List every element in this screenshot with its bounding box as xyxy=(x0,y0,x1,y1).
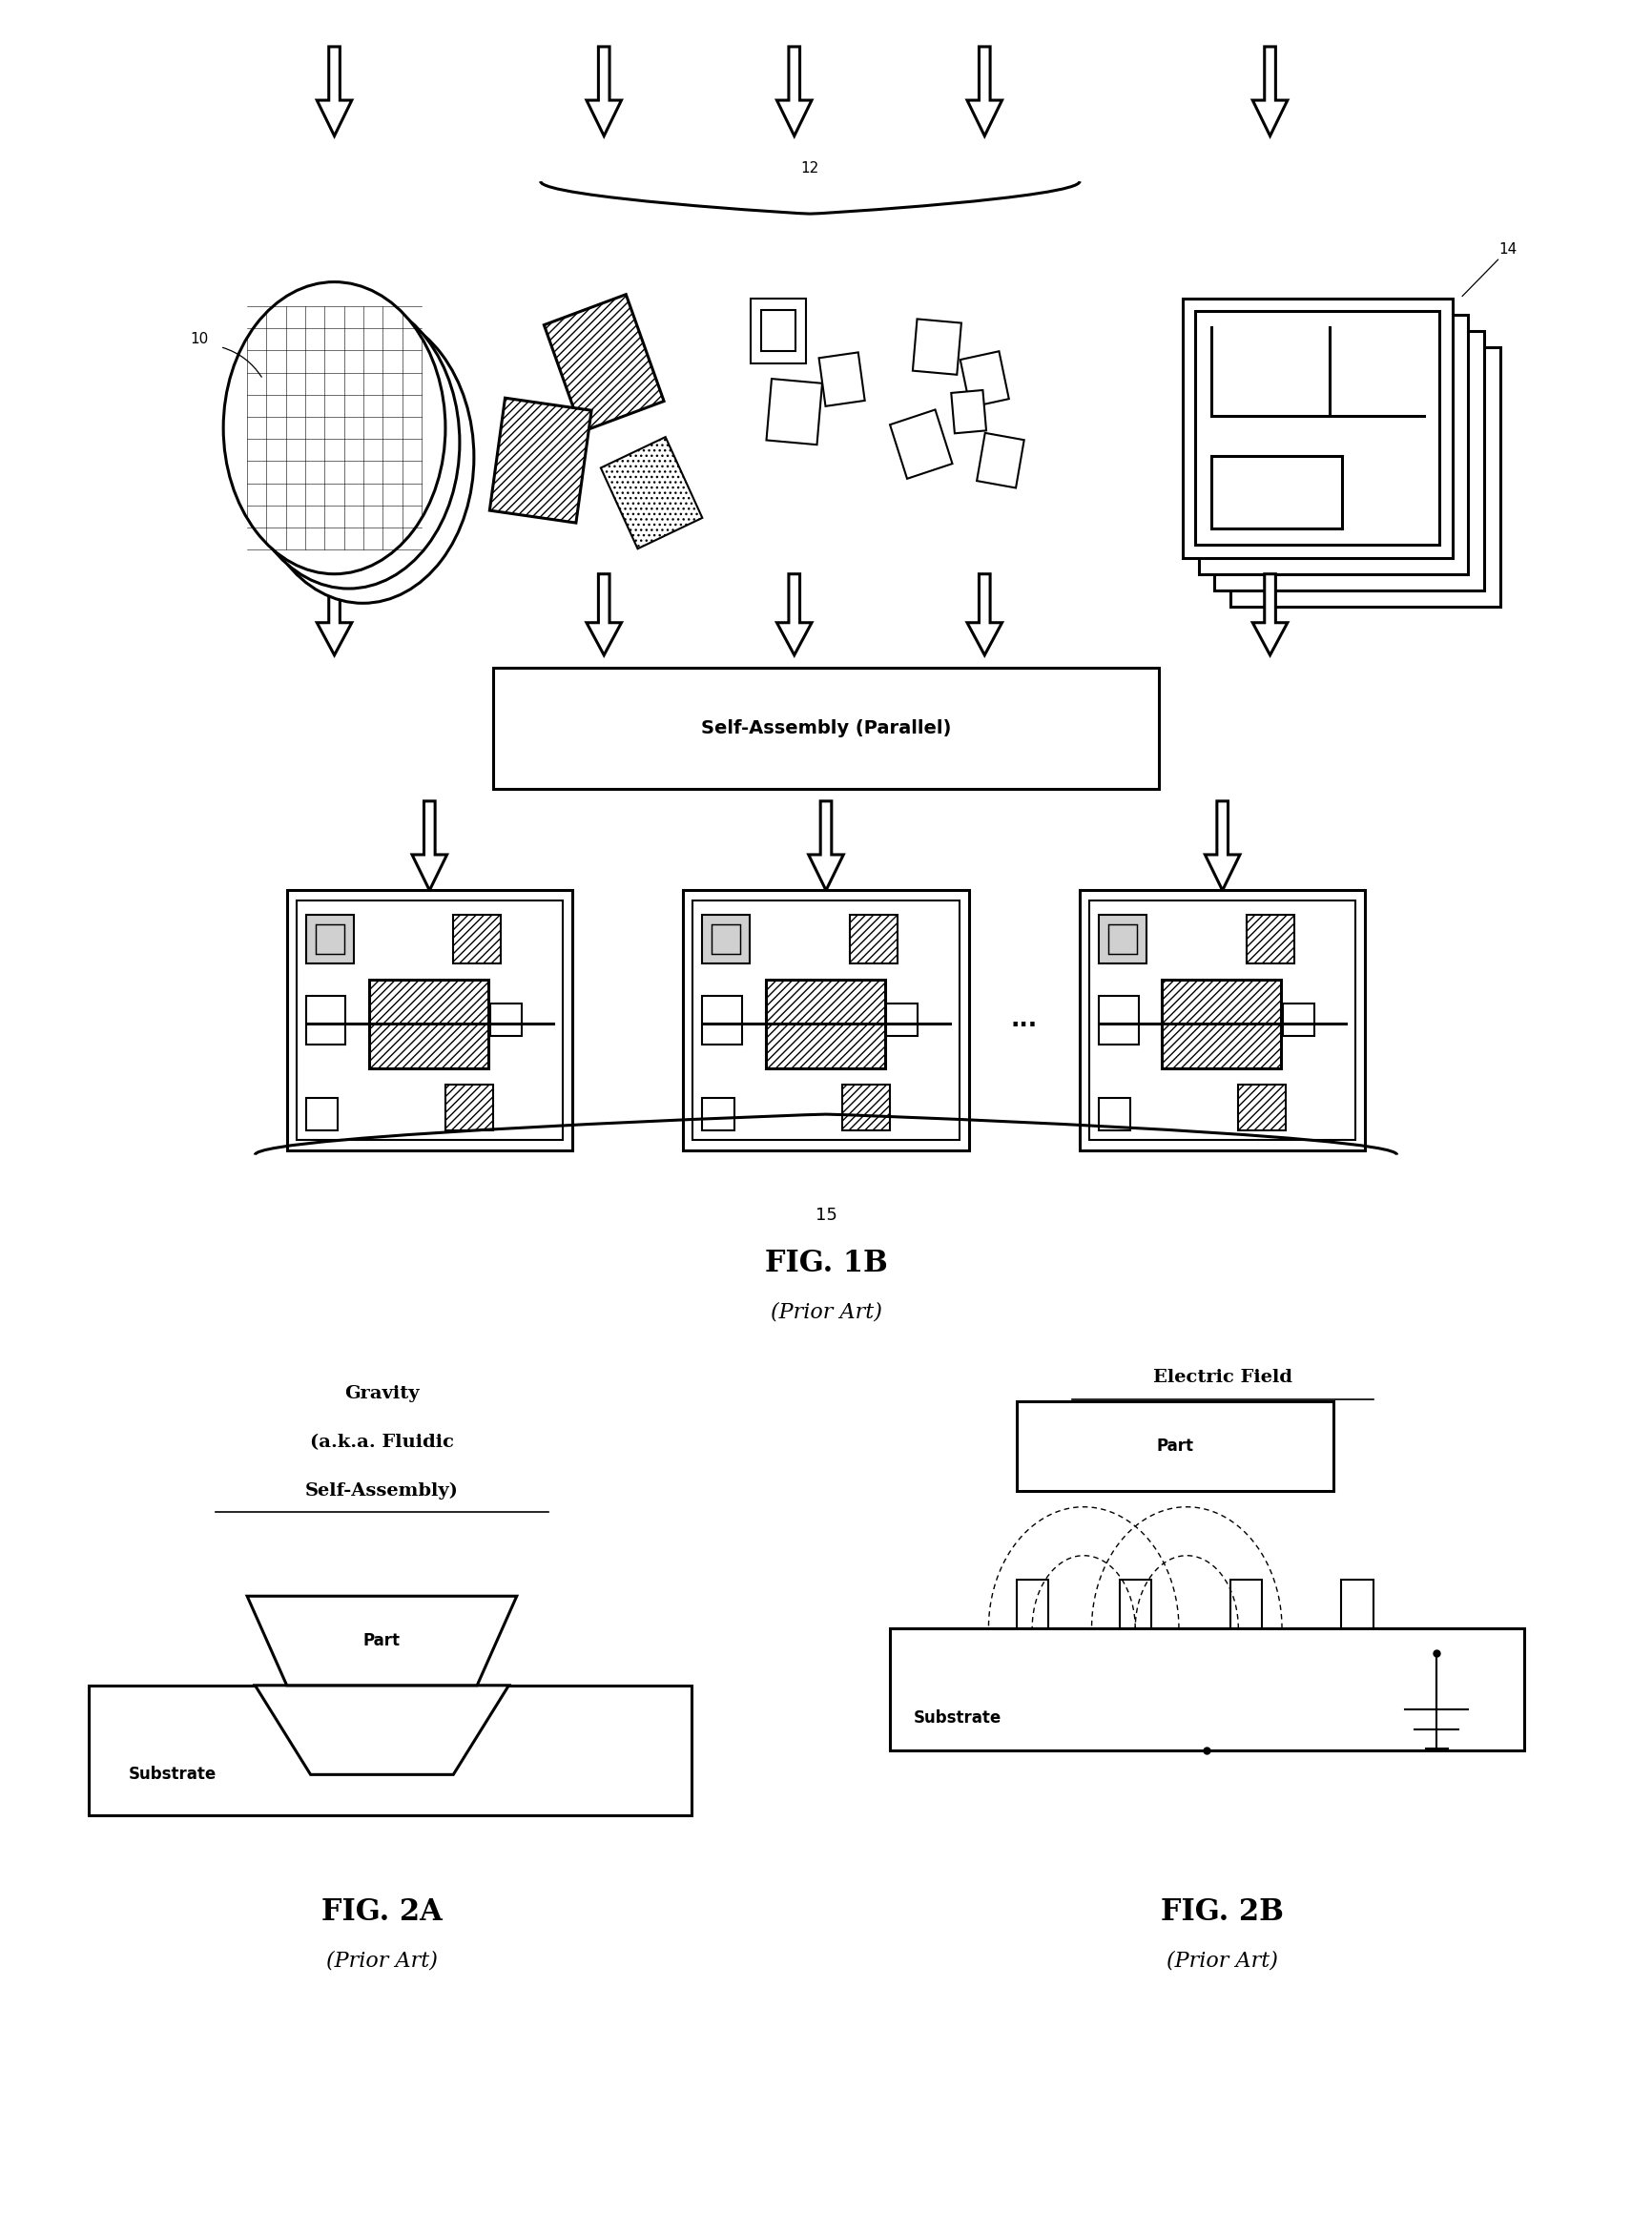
Polygon shape xyxy=(1204,800,1241,890)
Bar xyxy=(1341,1580,1373,1629)
Text: FIG. 2A: FIG. 2A xyxy=(322,1898,443,1927)
Bar xyxy=(446,1084,492,1131)
Text: (a.k.a. Fluidic: (a.k.a. Fluidic xyxy=(311,1433,454,1451)
Text: 10: 10 xyxy=(190,331,208,346)
Bar xyxy=(952,391,986,434)
Bar xyxy=(1099,914,1146,963)
Bar xyxy=(890,409,952,478)
Bar xyxy=(1231,1580,1262,1629)
Bar xyxy=(370,979,489,1068)
Text: Self-Assembly (Parallel): Self-Assembly (Parallel) xyxy=(700,720,952,738)
Bar xyxy=(767,979,885,1068)
Text: Gravity: Gravity xyxy=(345,1386,420,1401)
Bar xyxy=(453,914,501,963)
Bar xyxy=(1120,1580,1151,1629)
Bar xyxy=(306,1097,337,1131)
Polygon shape xyxy=(776,47,811,136)
Bar xyxy=(976,434,1024,487)
Bar xyxy=(1214,331,1483,590)
Bar xyxy=(1080,890,1365,1151)
Text: Substrate: Substrate xyxy=(129,1766,216,1784)
Polygon shape xyxy=(808,800,844,890)
Bar xyxy=(1246,914,1294,963)
Bar xyxy=(489,398,591,523)
Bar xyxy=(712,925,740,954)
Bar xyxy=(702,1097,733,1131)
Bar xyxy=(960,351,1009,407)
Bar xyxy=(762,311,796,351)
Polygon shape xyxy=(248,1596,517,1685)
Bar xyxy=(1099,1097,1130,1131)
Bar xyxy=(1099,997,1138,1044)
Bar xyxy=(912,320,961,375)
Bar xyxy=(819,353,864,407)
Bar xyxy=(306,997,345,1044)
Bar xyxy=(544,295,664,431)
Bar xyxy=(1282,1004,1315,1037)
Text: 14: 14 xyxy=(1498,241,1517,257)
Bar xyxy=(843,1084,889,1131)
Bar xyxy=(306,914,354,963)
Bar xyxy=(1163,979,1282,1068)
Bar xyxy=(849,914,897,963)
Bar xyxy=(1016,1401,1333,1491)
Bar xyxy=(296,901,563,1140)
Ellipse shape xyxy=(251,311,474,603)
Bar xyxy=(1089,901,1356,1140)
Polygon shape xyxy=(1252,574,1287,655)
Bar xyxy=(1239,1084,1285,1131)
Text: (Prior Art): (Prior Art) xyxy=(325,1951,438,1971)
Text: ...: ... xyxy=(1011,1008,1037,1033)
Text: Part: Part xyxy=(1156,1437,1193,1455)
Bar xyxy=(684,890,968,1151)
Text: 15: 15 xyxy=(814,1207,838,1223)
Polygon shape xyxy=(411,800,448,890)
Text: FIG. 1B: FIG. 1B xyxy=(765,1249,887,1278)
Text: 12: 12 xyxy=(801,161,819,177)
Polygon shape xyxy=(586,574,621,655)
Bar xyxy=(692,901,960,1140)
Ellipse shape xyxy=(238,297,459,588)
Text: (Prior Art): (Prior Art) xyxy=(1166,1951,1279,1971)
Bar xyxy=(492,668,1160,789)
Text: FIG. 2B: FIG. 2B xyxy=(1161,1898,1284,1927)
Polygon shape xyxy=(966,47,1003,136)
Bar xyxy=(1196,311,1441,545)
Bar xyxy=(702,914,750,963)
Text: Electric Field: Electric Field xyxy=(1153,1368,1292,1386)
Bar xyxy=(1199,315,1469,574)
Bar xyxy=(601,438,702,550)
Bar xyxy=(767,378,823,445)
Bar xyxy=(287,890,572,1151)
Text: Self-Assembly): Self-Assembly) xyxy=(306,1482,459,1500)
Text: Substrate: Substrate xyxy=(914,1710,1001,1725)
Text: (Prior Art): (Prior Art) xyxy=(770,1301,882,1323)
Bar xyxy=(750,297,806,362)
Polygon shape xyxy=(586,47,621,136)
Polygon shape xyxy=(776,574,811,655)
Polygon shape xyxy=(317,47,352,136)
Bar xyxy=(1108,925,1137,954)
Bar xyxy=(1231,346,1500,606)
Bar xyxy=(316,925,344,954)
Text: Part: Part xyxy=(363,1632,400,1649)
Bar xyxy=(885,1004,919,1037)
Ellipse shape xyxy=(223,282,446,574)
Bar xyxy=(1016,1580,1047,1629)
Polygon shape xyxy=(254,1685,509,1775)
Bar xyxy=(889,1629,1523,1750)
Polygon shape xyxy=(317,574,352,655)
Bar xyxy=(89,1685,691,1815)
Bar xyxy=(702,997,742,1044)
Bar xyxy=(1183,297,1452,559)
Bar xyxy=(489,1004,522,1037)
Polygon shape xyxy=(966,574,1003,655)
Polygon shape xyxy=(1252,47,1287,136)
